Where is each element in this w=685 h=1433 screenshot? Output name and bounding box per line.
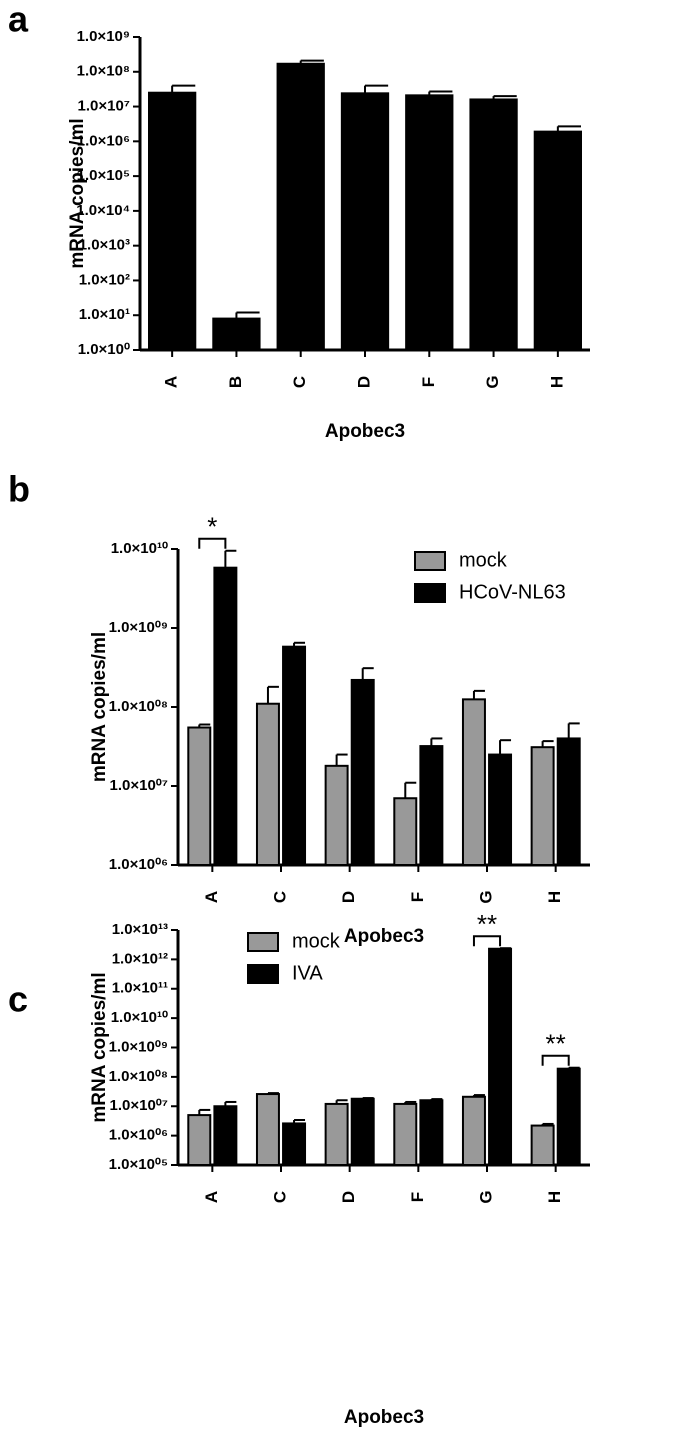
legend-swatch (247, 964, 279, 984)
bar (530, 1124, 555, 1166)
panel-letter: c (8, 979, 28, 1020)
y-tick-label: 1.0×10¹³ (112, 921, 168, 938)
bar (213, 566, 238, 867)
bar (419, 745, 444, 866)
bar (187, 726, 212, 866)
y-tick-label: 1.0×10¹⁰ (111, 540, 168, 557)
y-tick-label: 1.0×10⁶ (77, 132, 130, 149)
x-axis-label: Apobec3 (325, 421, 405, 442)
bar (255, 702, 280, 866)
x-tick-label: A (162, 376, 181, 388)
x-tick-label: C (270, 1191, 289, 1203)
x-tick-label: D (339, 891, 358, 903)
bar (350, 678, 375, 866)
x-tick-label: F (419, 377, 438, 387)
x-axis-label: Apobec3 (344, 1407, 424, 1428)
bar (461, 698, 486, 866)
x-tick-label: F (408, 892, 427, 902)
y-tick-label: 1.0×10¹² (112, 950, 168, 967)
x-tick-label: D (354, 376, 373, 388)
bar (148, 91, 197, 351)
bar (469, 98, 518, 352)
significance-label: * (207, 512, 217, 542)
bar (419, 1099, 444, 1167)
x-tick-label: A (202, 1191, 221, 1203)
y-tick-label: 1.0×10⁰⁹ (109, 619, 168, 636)
legend-label: HCoV-NL63 (459, 581, 566, 603)
y-tick-label: 1.0×10¹¹ (112, 980, 168, 997)
bar (530, 746, 555, 867)
significance-label: ** (477, 909, 497, 939)
bar (556, 1067, 581, 1167)
y-axis-label: mRNA copies/ml (89, 632, 110, 782)
legend-label: IVA (292, 962, 323, 984)
y-tick-label: 1.0×10⁴ (76, 202, 130, 219)
y-tick-label: 1.0×10⁰⁵ (109, 1156, 168, 1173)
bar (461, 1095, 486, 1166)
bar (488, 753, 513, 867)
significance-label: ** (546, 1029, 566, 1059)
legend-label: mock (292, 930, 341, 952)
y-tick-label: 1.0×10¹⁰ (111, 1009, 168, 1026)
x-tick-label: C (290, 376, 309, 388)
x-tick-label: H (547, 376, 566, 388)
y-tick-label: 1.0×10⁰⁸ (109, 698, 168, 715)
panel-letter: a (8, 0, 29, 40)
y-tick-label: 1.0×10⁵ (77, 167, 130, 184)
y-tick-label: 1.0×10⁷ (78, 98, 131, 115)
legend-swatch (414, 583, 446, 603)
panel-letter: b (8, 469, 30, 510)
y-tick-label: 1.0×10¹ (79, 306, 130, 323)
y-tick-label: 1.0×10⁰⁹ (109, 1038, 168, 1055)
bar (340, 92, 390, 352)
x-tick-label: H (545, 891, 564, 903)
x-tick-label: H (545, 1191, 564, 1203)
significance-bracket (472, 935, 502, 947)
bar (282, 645, 307, 867)
legend-label: mock (459, 549, 508, 571)
bar (213, 1105, 238, 1166)
x-axis-label: Apobec3 (344, 926, 424, 947)
y-axis-label: mRNA copies/ml (89, 972, 110, 1122)
bar (324, 764, 349, 867)
bar (393, 797, 418, 866)
y-tick-label: 1.0×10³ (79, 237, 130, 254)
legend-swatch (414, 551, 446, 571)
bar (276, 62, 325, 351)
x-tick-label: A (202, 891, 221, 903)
x-tick-label: G (476, 1190, 495, 1203)
y-tick-label: 1.0×10⁸ (77, 63, 130, 80)
bar (393, 1102, 418, 1167)
x-tick-label: F (408, 1192, 427, 1202)
bar (187, 1114, 212, 1167)
y-axis-label: mRNA copies/ml (67, 118, 88, 268)
x-tick-label: G (483, 375, 502, 388)
bar (324, 1102, 349, 1167)
y-tick-label: 1.0×10⁰⁷ (110, 777, 169, 794)
x-tick-label: C (270, 891, 289, 903)
bar (350, 1097, 375, 1166)
y-tick-label: 1.0×10⁰⁷ (110, 1097, 169, 1114)
y-tick-label: 1.0×10⁹ (77, 28, 130, 45)
x-tick-label: G (476, 890, 495, 903)
bar (255, 1093, 280, 1167)
bar (533, 130, 583, 351)
bar (488, 947, 513, 1167)
y-tick-label: 1.0×10⁰⁶ (109, 856, 168, 873)
legend-swatch (247, 932, 279, 952)
bar (556, 737, 581, 866)
bar (212, 317, 261, 351)
x-tick-label: B (226, 376, 245, 388)
y-tick-label: 1.0×10² (79, 271, 130, 288)
significance-bracket (541, 1054, 570, 1066)
y-tick-label: 1.0×10⁰⁶ (109, 1127, 168, 1144)
y-tick-label: 1.0×10⁰ (78, 341, 130, 358)
bar (282, 1122, 307, 1167)
x-tick-label: D (339, 1191, 358, 1203)
significance-bracket (198, 537, 227, 549)
bar (405, 94, 454, 351)
y-tick-label: 1.0×10⁰⁸ (109, 1068, 168, 1085)
